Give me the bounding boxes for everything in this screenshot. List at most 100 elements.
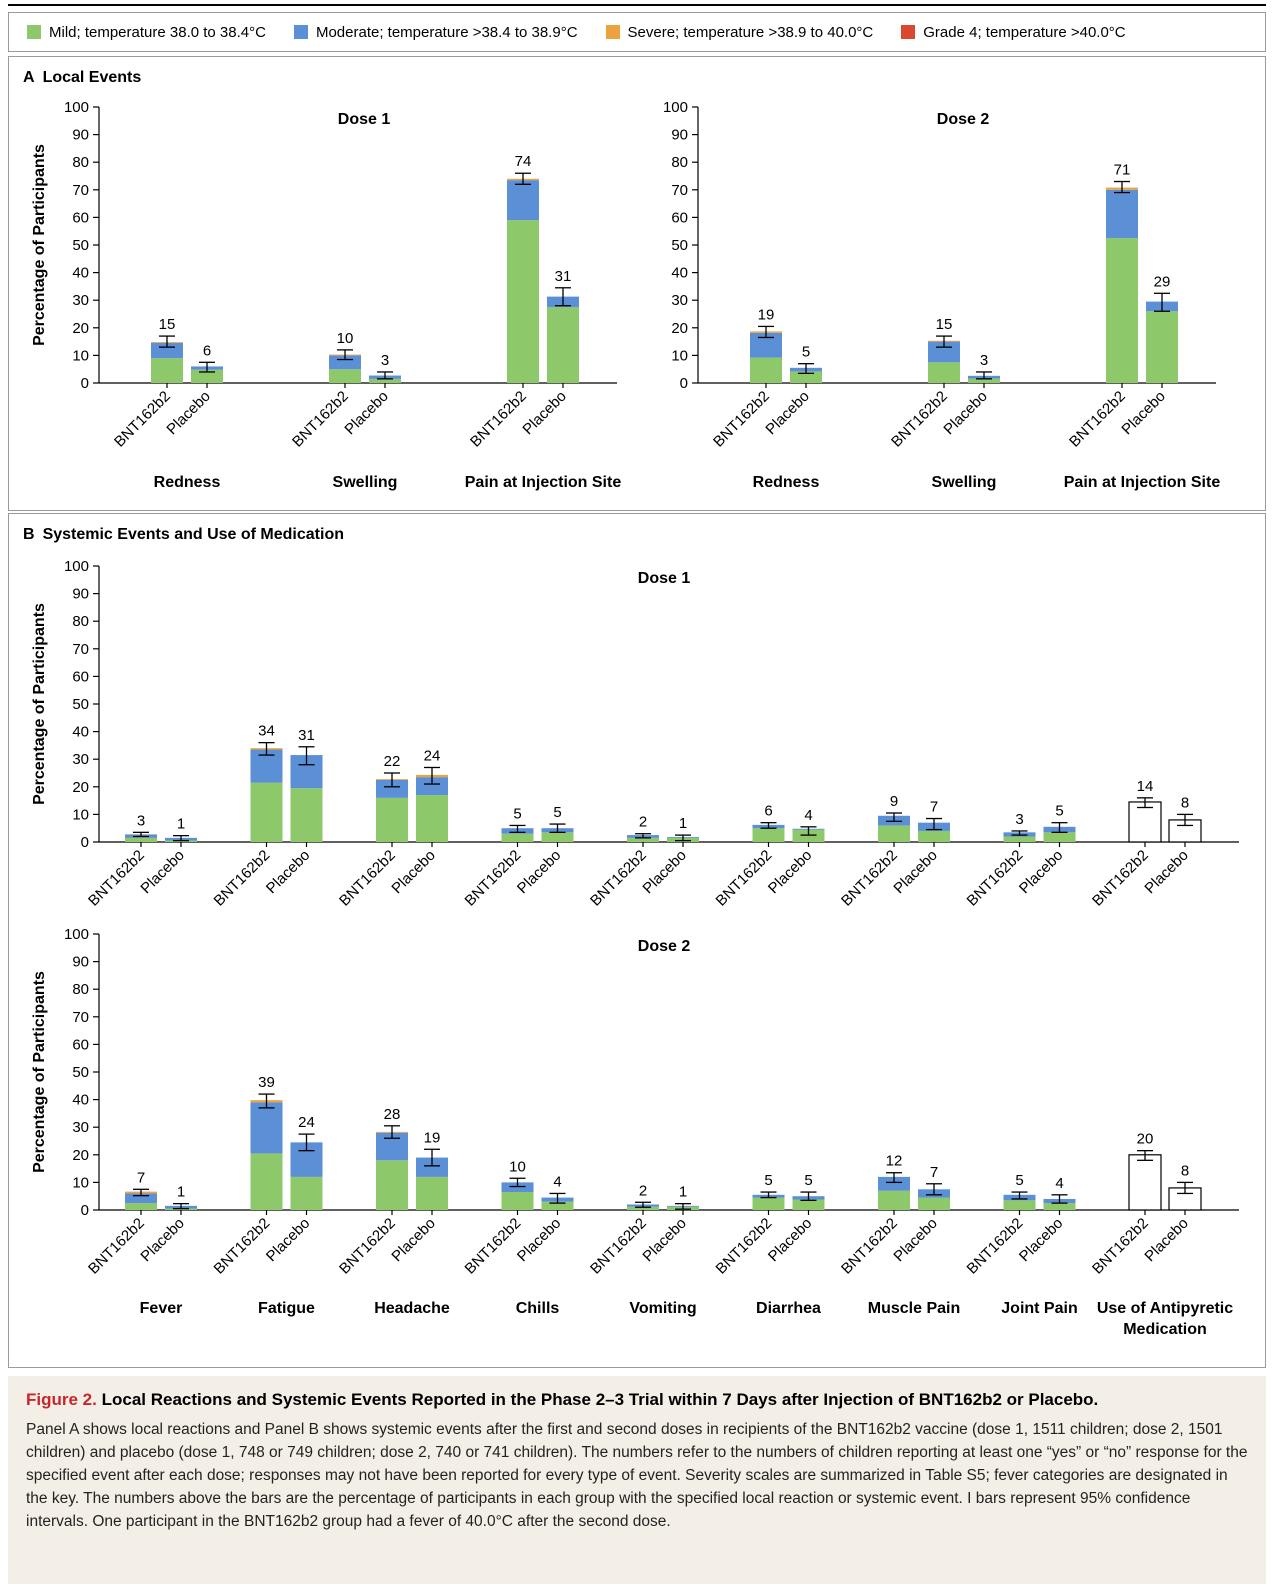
value-label: 15: [159, 316, 176, 333]
bar-segment: [790, 371, 822, 383]
bar-label: Placebo: [1141, 1215, 1191, 1265]
group-label: Swelling: [333, 474, 398, 491]
caption-title: Local Reactions and Systemic Events Repo…: [101, 1390, 1099, 1409]
value-label: 3: [980, 352, 988, 369]
y-tick-label: 30: [671, 292, 688, 309]
bar-label: BNT162b2: [289, 388, 352, 451]
bar-label: Placebo: [1016, 847, 1066, 897]
bar-segment: [627, 837, 659, 842]
bar-label: BNT162b2: [838, 847, 901, 910]
group-label: Pain at Injection Site: [465, 474, 622, 491]
legend-swatch: [605, 25, 620, 39]
legend-label: Mild; temperature 38.0 to 38.4°C: [49, 23, 266, 41]
value-label: 24: [424, 747, 441, 764]
bar-label: Placebo: [263, 847, 313, 897]
value-label: 5: [1015, 1172, 1023, 1189]
value-label: 5: [764, 1172, 772, 1189]
value-label: 19: [758, 306, 775, 323]
y-tick-label: 30: [72, 1119, 89, 1136]
bar-hollow: [1128, 801, 1162, 843]
bar-segment: [752, 828, 785, 842]
y-tick-label: 0: [81, 834, 89, 851]
bar-label: Placebo: [388, 1215, 438, 1265]
bar-segment: [250, 782, 283, 842]
value-label: 29: [1154, 273, 1171, 290]
y-tick-label: 90: [72, 127, 89, 144]
value-label: 10: [509, 1158, 526, 1175]
y-tick-label: 100: [64, 99, 89, 116]
value-label: 1: [177, 816, 185, 833]
bar-label: Placebo: [762, 388, 812, 438]
value-label: 31: [298, 727, 315, 744]
y-axis-label: Percentage of Participants: [31, 971, 48, 1173]
y-tick-label: 0: [81, 375, 89, 392]
bar-label: Placebo: [1141, 847, 1191, 897]
value-label: 71: [1114, 162, 1131, 179]
y-tick-label: 100: [64, 926, 89, 943]
bar-segment: [290, 1176, 323, 1210]
y-tick-label: 100: [64, 558, 89, 575]
y-tick-label: 0: [81, 1202, 89, 1219]
value-label: 7: [930, 1164, 938, 1181]
bar-label: BNT162b2: [1066, 388, 1129, 451]
bar-segment: [250, 1153, 283, 1210]
panel-b-systemic-events: B Systemic Events and Use of Medication: [8, 513, 1266, 1368]
bar-label: Placebo: [263, 1215, 313, 1265]
group-label: Pain at Injection Site: [1064, 474, 1221, 491]
bar-segment: [878, 825, 910, 842]
value-label: 3: [381, 352, 389, 369]
y-tick-label: 60: [72, 668, 89, 685]
y-tick-label: 40: [671, 265, 688, 282]
bar-label: Placebo: [890, 847, 940, 897]
group-label: Redness: [753, 474, 820, 491]
value-label: 34: [258, 723, 275, 740]
bar-segment: [1146, 311, 1178, 383]
y-tick-label: 90: [72, 586, 89, 603]
bar-segment: [376, 1160, 408, 1210]
bar-segment: [290, 788, 323, 842]
value-label: 9: [890, 793, 898, 810]
bar-label: BNT162b2: [111, 388, 174, 451]
y-tick-label: 90: [72, 954, 89, 971]
bar-label: Placebo: [1118, 388, 1168, 438]
value-label: 4: [804, 807, 812, 824]
bar-segment: [250, 1102, 283, 1154]
y-tick-label: 70: [72, 182, 89, 199]
value-label: 5: [553, 804, 561, 821]
y-tick-label: 30: [72, 751, 89, 768]
legend: Mild; temperature 38.0 to 38.4°C Moderate…: [8, 12, 1266, 52]
bar-segment: [878, 1190, 910, 1210]
value-label: 19: [424, 1129, 441, 1146]
bar-label: BNT162b2: [1089, 847, 1152, 910]
bar-label: BNT162b2: [964, 1215, 1027, 1278]
bar-segment: [1106, 189, 1138, 239]
y-tick-label: 40: [72, 265, 89, 282]
group-label: Use of Antipyretic: [1097, 1300, 1233, 1317]
bar-label: BNT162b2: [838, 1215, 901, 1278]
bar-segment: [151, 358, 183, 383]
panel-a-letter: A: [23, 69, 35, 86]
caption-title-line: Figure 2. Local Reactions and Systemic E…: [26, 1390, 1248, 1410]
y-tick-label: 10: [72, 347, 89, 364]
legend-label: Severe; temperature >38.9 to 40.0°C: [627, 23, 874, 41]
value-label: 6: [203, 342, 211, 359]
y-tick-label: 50: [671, 237, 688, 254]
group-label: Vomiting: [629, 1300, 696, 1317]
value-label: 8: [1181, 794, 1189, 811]
bar-segment: [1003, 1200, 1036, 1210]
bar-segment: [501, 1192, 534, 1210]
legend-item: Mild; temperature 38.0 to 38.4°C: [27, 24, 266, 41]
bar-segment: [792, 829, 825, 842]
bar-segment: [547, 307, 579, 383]
y-tick-label: 80: [72, 154, 89, 171]
value-label: 39: [258, 1074, 275, 1091]
value-label: 5: [804, 1172, 812, 1189]
bar-label: BNT162b2: [211, 1215, 274, 1278]
group-label: Muscle Pain: [868, 1300, 960, 1317]
y-tick-label: 30: [72, 292, 89, 309]
bar-label: Placebo: [639, 847, 689, 897]
bar-segment: [376, 797, 408, 842]
bar-label: Placebo: [1016, 1215, 1066, 1265]
y-tick-label: 20: [72, 1147, 89, 1164]
